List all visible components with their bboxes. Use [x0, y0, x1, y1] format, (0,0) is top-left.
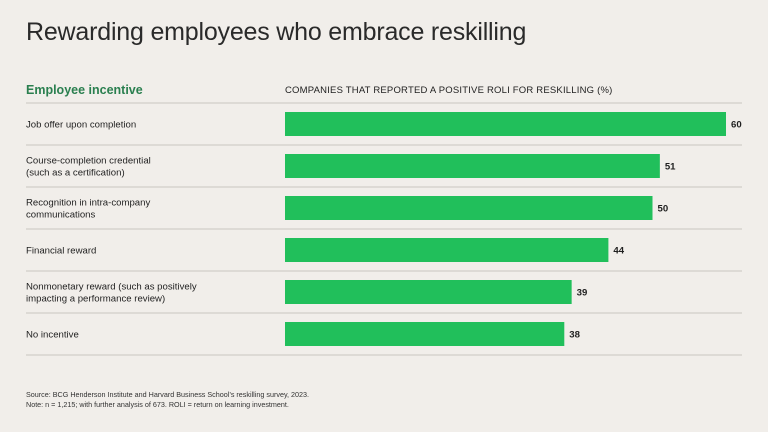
incentive-column-header: Employee incentive: [26, 83, 143, 97]
bar: [285, 196, 653, 220]
value-label: 44: [613, 246, 624, 257]
bar: [285, 322, 565, 346]
bar: [285, 280, 572, 304]
category-label: Financial reward: [26, 246, 96, 257]
value-label: 50: [658, 204, 669, 215]
roli-column-header: COMPANIES THAT REPORTED A POSITIVE ROLI …: [285, 85, 613, 96]
category-label: No incentive: [26, 330, 79, 341]
source-note: Source: BCG Henderson Institute and Harv…: [26, 390, 309, 399]
value-label: 38: [569, 330, 580, 341]
category-label: Nonmonetary reward (such as positively im…: [26, 282, 197, 305]
category-label: Course-completion credential (such as a c…: [26, 156, 151, 179]
category-label: Job offer upon completion: [26, 120, 136, 131]
value-label: 60: [731, 120, 742, 131]
value-label: 51: [665, 162, 676, 173]
category-label: Recognition in intra-company communicatio…: [26, 198, 150, 221]
value-label: 39: [577, 288, 588, 299]
bar: [285, 112, 726, 136]
bar: [285, 238, 609, 262]
sample-note: Note: n = 1,215; with further analysis o…: [26, 400, 289, 409]
bar: [285, 154, 660, 178]
chart-title: Rewarding employees who embrace reskilli…: [26, 18, 527, 46]
